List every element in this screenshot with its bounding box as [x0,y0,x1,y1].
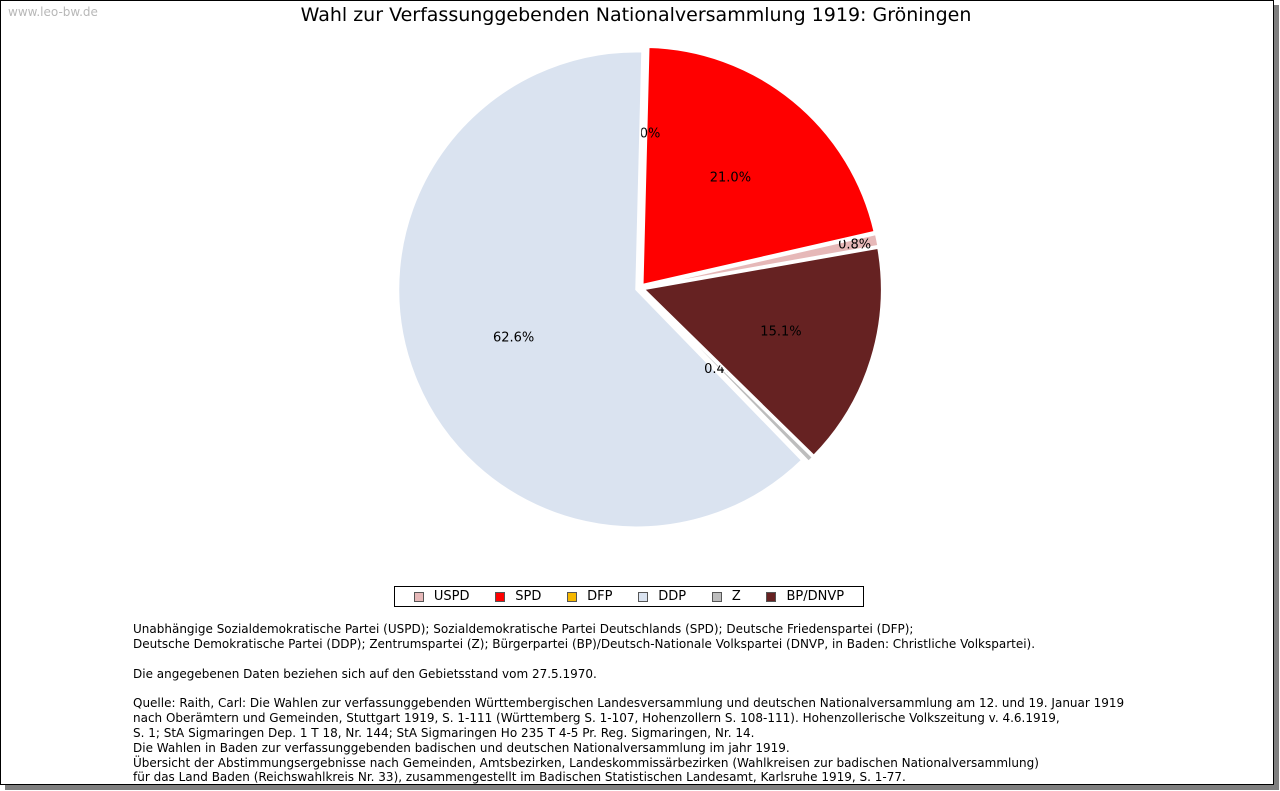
pie-label-ddp: 62.6% [493,330,534,345]
notes-parties-line-1: Unabhängige Sozialdemokratische Partei (… [133,622,914,636]
legend-swatch-z [711,591,722,602]
legend-item-ddp: DDP [638,589,686,604]
notes-source-line-3: S. 1; StA Sigmaringen Dep. 1 T 18, Nr. 1… [133,725,755,740]
notes-source-line-6: für das Land Baden (Reichswahlkreis Nr. … [133,770,906,785]
legend-swatch-ddp [638,591,649,602]
pie-slice-ddp [397,50,804,529]
legend-item-bp-dnvp: BP/DNVP [766,589,844,604]
legend-swatch-spd [495,591,506,602]
chart-title: Wahl zur Verfassunggebenden Nationalvers… [300,4,972,26]
legend-label-z: Z [731,589,741,604]
legend-swatch-bp-dnvp [766,591,777,602]
pie-slice-bp-dnvp [641,246,883,458]
legend-label-uspd: USPD [433,589,470,604]
legend-item-z: Z [711,589,741,604]
watermark: www.leo-bw.de [8,5,98,19]
legend-swatch-dfp [567,591,578,602]
legend-label-dfp: DFP [587,589,613,604]
notes-source-line-4: Die Wahlen in Baden zur verfassunggebend… [133,740,790,755]
legend-swatch-uspd [413,591,424,602]
legend-item-spd: SPD [495,589,541,604]
pie-label-spd: 21.0% [710,170,751,185]
pie-chart: 0.8%21.0%0.0%62.6%0.4%15.1% [397,45,883,529]
notes: Unabhängige Sozialdemokratische Partei (… [133,622,1124,785]
legend-item-uspd: USPD [413,589,470,604]
notes-source-line-1: Quelle: Raith, Carl: Die Wahlen zur verf… [133,696,1125,711]
legend-label-bp-dnvp: BP/DNVP [786,589,845,604]
pie-label-uspd: 0.8% [838,238,871,253]
notes-source-line-5: Übersicht der Abstimmungsergebnisse nach… [133,755,1039,770]
pie-slice-z [642,290,815,464]
notes-parties-line-2: Deutsche Demokratische Partei (DDP); Zen… [133,636,1036,651]
pie-slice-spd [641,45,876,287]
notes-source-line-2: nach Oberämtern und Gemeinden, Stuttgart… [133,711,1060,726]
legend-item-dfp: DFP [567,589,612,604]
legend-label-ddp: DDP [658,589,687,604]
pie-slice-uspd [643,232,880,289]
pie-label-bp-dnvp: 15.1% [760,325,801,340]
notes-territory: Die angegebenen Daten beziehen sich auf … [133,666,597,681]
legend: USPD SPD DFP DDP Z BP/DNVP [394,586,864,607]
legend-label-spd: SPD [515,589,542,604]
